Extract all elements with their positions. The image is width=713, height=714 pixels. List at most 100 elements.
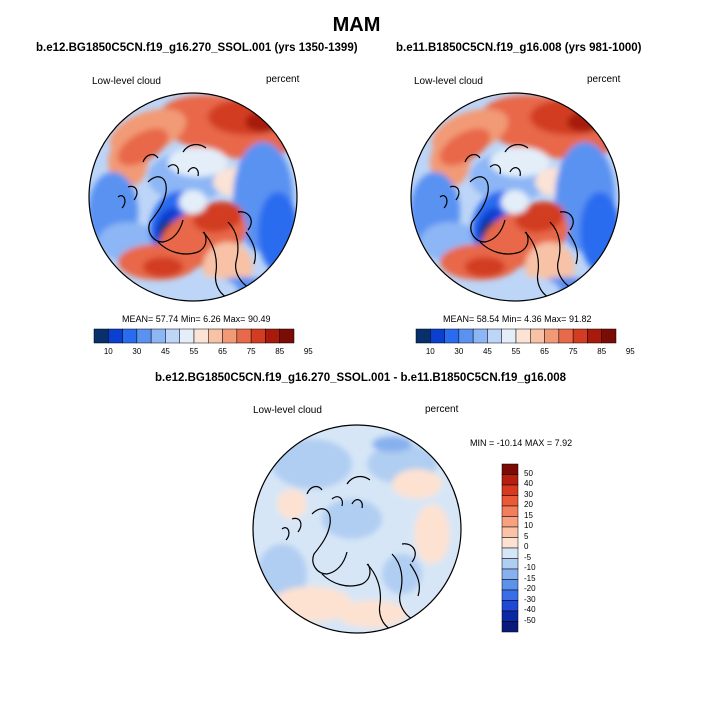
colorbar-swatch — [93, 328, 109, 344]
panel-2-variable-label: Low-level cloud — [414, 76, 483, 87]
panel-1-colorbar-tick: 95 — [303, 347, 313, 356]
colorbar-swatch — [430, 328, 445, 344]
map-field — [411, 93, 619, 301]
panel-1-max-value: 90.49 — [247, 314, 271, 324]
panel-2-min-value: 4.36 — [524, 314, 542, 324]
coastline-segment — [401, 543, 421, 597]
panel-2-max-value: 91.82 — [568, 314, 592, 324]
contour-region — [179, 190, 207, 214]
colorbar-swatch — [122, 328, 138, 344]
panel-2-colorbar-tick: 45 — [482, 347, 492, 356]
colorbar-swatch — [250, 328, 266, 344]
panel-1-min-value: 6.26 — [203, 314, 221, 324]
panel-1-units-label: percent — [266, 74, 300, 85]
panel-3-colorbar-tick: 10 — [524, 521, 533, 530]
contour-region — [567, 112, 603, 132]
coastline-segment — [331, 496, 363, 509]
panel-1-colorbar-tick: 75 — [246, 347, 256, 356]
colorbar-swatch — [501, 558, 519, 570]
panel-1-mean-label: MEAN= — [122, 314, 154, 324]
panel-1-colorbar-tick: 65 — [218, 347, 228, 356]
panel-3-colorbar-tick: 0 — [524, 542, 529, 551]
panel-1-colorbar-tick: 45 — [160, 347, 170, 356]
panel-2-mean-value: 58.54 — [476, 314, 500, 324]
colorbar-swatch — [501, 610, 519, 622]
panel-1-colorbar — [93, 328, 295, 344]
panel-3-variable-label: Low-level cloud — [253, 405, 322, 416]
panel-3-colorbar-tick: 5 — [524, 531, 529, 541]
colorbar-swatch — [501, 579, 519, 591]
panel-2-units-label: percent — [587, 74, 621, 85]
contour-region — [258, 192, 297, 272]
colorbar-swatch — [472, 328, 488, 344]
contour-region — [337, 600, 407, 628]
coastline-segment — [366, 563, 391, 630]
colorbar-swatch — [601, 328, 617, 344]
panel-2-colorbar-tick: 95 — [625, 347, 635, 356]
colorbar-swatch — [415, 328, 431, 344]
panel-3-colorbar — [501, 463, 519, 633]
colorbar-swatch — [487, 328, 502, 344]
panel-1-colorbar-tick: 55 — [189, 347, 199, 356]
map-boundary — [88, 92, 298, 302]
coastlines — [439, 143, 579, 298]
colorbar-swatch — [193, 328, 209, 344]
panel-3-units-label: percent — [425, 404, 459, 415]
colorbar-swatch — [458, 328, 474, 344]
colorbar-swatch — [501, 463, 519, 475]
panel-3-colorbar-tick: -40 — [524, 605, 536, 614]
contour-region — [500, 277, 560, 301]
panel-2-mean-label: MEAN= — [443, 314, 475, 324]
contour-region — [392, 469, 442, 499]
panel-3-title: b.e12.BG1850C5CN.f19_g16.270_SSOL.001 - … — [155, 372, 567, 384]
panel-2-colorbar-tick: 55 — [511, 347, 521, 356]
colorbar-swatch — [501, 589, 519, 601]
coastline-segment — [311, 508, 348, 575]
panel-3-colorbar-tick: 30 — [524, 489, 533, 499]
panel-2-colorbar-tick: 65 — [540, 347, 550, 356]
panel-1-polar-map — [88, 92, 298, 302]
panel-3-colorbar-tick: -15 — [524, 573, 536, 583]
map-field — [89, 93, 297, 301]
colorbar-swatch — [150, 328, 166, 344]
page-title: MAM — [332, 14, 381, 36]
panel-3-stats: MIN = -10.14 MAX = 7.92 — [470, 438, 572, 448]
colorbar-swatch — [236, 328, 252, 344]
colorbar-swatch — [501, 516, 519, 528]
panel-3-max-label: MAX = — [524, 438, 553, 448]
coastline-segment — [142, 143, 207, 163]
colorbar-swatch — [501, 547, 519, 559]
contour-region — [414, 504, 450, 564]
contour-region — [272, 439, 352, 489]
coastline-segment — [464, 143, 529, 163]
colorbar-swatch — [108, 328, 123, 344]
coastline-segment — [391, 553, 413, 620]
panel-3-colorbar-tick: 15 — [524, 510, 533, 520]
coastline-segment — [117, 185, 138, 209]
colorbar-swatch — [501, 537, 519, 549]
contour-region — [143, 257, 183, 277]
contour-region — [439, 128, 491, 166]
panel-1-max-label: Max= — [223, 314, 246, 324]
coastline-segment — [237, 211, 257, 265]
coastline-segment — [281, 517, 302, 541]
colorbar-swatch — [501, 526, 519, 538]
colorbar-swatch — [501, 621, 519, 633]
panel-3-max-value: 7.92 — [554, 438, 573, 448]
panel-2-colorbar-tick: 85 — [597, 347, 607, 356]
panel-2-colorbar-tick: 75 — [568, 347, 578, 356]
colorbar-swatch — [222, 328, 238, 344]
coastline-segment — [306, 475, 371, 495]
panel-1-variable-label: Low-level cloud — [92, 76, 161, 87]
panel-2-colorbar-tick: 30 — [454, 347, 464, 356]
coastline-segment — [439, 185, 460, 209]
coastline-segment — [202, 231, 227, 298]
contour-region — [178, 277, 238, 301]
colorbar-swatch — [444, 328, 460, 344]
coastline-segment — [147, 176, 184, 243]
contour-region — [322, 499, 382, 539]
panel-2-title: b.e11.B1850C5CN.f19_g16.008 (yrs 981-100… — [396, 42, 642, 54]
panel-1-mean-value: 57.74 — [155, 314, 179, 324]
coastline-segment — [549, 221, 571, 288]
panel-3-colorbar-tick: -5 — [524, 552, 532, 562]
